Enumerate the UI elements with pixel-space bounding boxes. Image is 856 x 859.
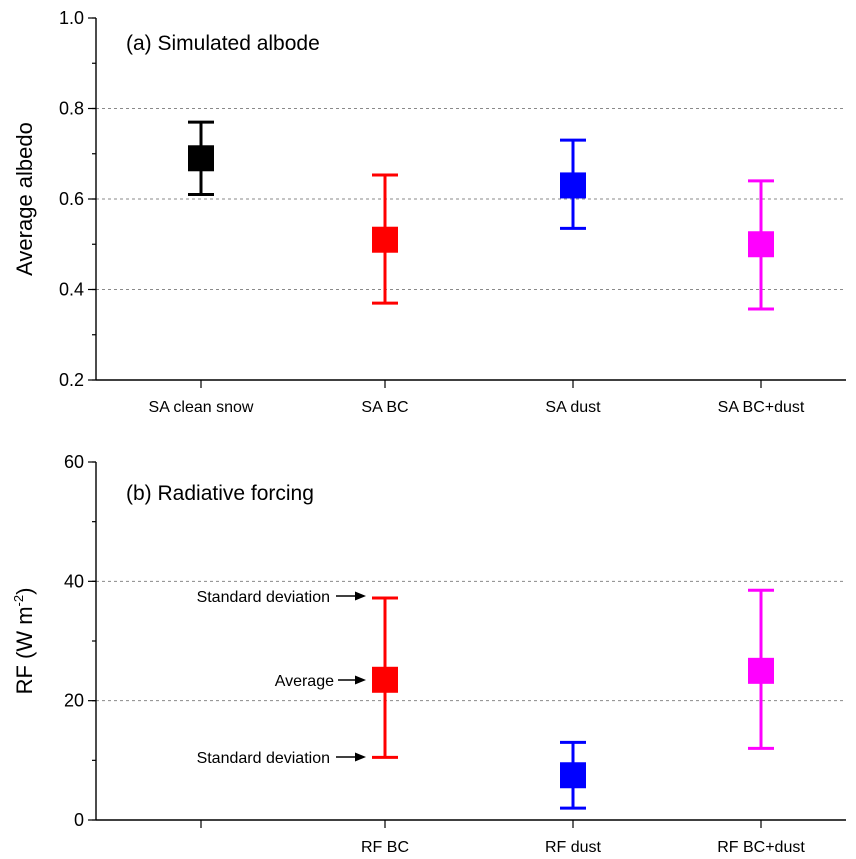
panel-b-y-axis-label: RF (W m-2)	[11, 588, 37, 695]
panel-b-radiative-forcing: 0 20 40 60 RF BC RF dust RF BC+dust (b) Radia…	[11, 452, 846, 856]
panel-a-albedo: 0.2 0.4 0.6 0.8 1.0 SA clean snow SA BC SA dus…	[12, 8, 846, 416]
panel-b-x-tick-label: RF BC+dust	[717, 839, 805, 856]
panel-a-y-ticks: 0.2 0.4 0.6 0.8 1.0	[59, 8, 96, 390]
panel-a-x-tick-label: SA dust	[545, 399, 601, 416]
panel-a-data-marks	[188, 120, 774, 311]
panel-b-mean-marker	[372, 666, 398, 693]
panel-b-y-ticks: 0 20 40 60	[64, 452, 96, 830]
panel-b-y-tick-label: 40	[64, 571, 84, 591]
panel-a-y-tick-label: 0.6	[59, 189, 84, 209]
panel-b-y-tick-label: 0	[74, 810, 84, 830]
panel-b-y-label-superscript: -2	[11, 595, 26, 607]
panel-b-annotations: Standard deviation Average Standard devi…	[197, 589, 366, 767]
panel-b-mean-marker	[748, 657, 774, 684]
panel-a-y-tick-label: 0.2	[59, 370, 84, 390]
arrow-std-lower-head	[355, 752, 366, 762]
panel-b-x-tick-label: RF BC	[361, 839, 409, 856]
panel-b-y-tick-label: 60	[64, 452, 84, 472]
panel-a-y-tick-label: 1.0	[59, 8, 84, 28]
panel-b-y-label-main: RF (W m	[12, 606, 37, 694]
panel-b-y-label-end: )	[12, 588, 37, 595]
panel-a-mean-marker	[748, 231, 774, 258]
panel-a-y-tick-label: 0.4	[59, 280, 84, 300]
panel-b-title: (b) Radiative forcing	[126, 482, 314, 505]
arrow-average-head	[355, 675, 366, 685]
annotation-std-upper: Standard deviation	[197, 589, 330, 606]
panel-a-x-tick-label: SA BC+dust	[718, 399, 805, 416]
panel-a-mean-marker	[372, 226, 398, 253]
panel-b-data-marks	[372, 588, 774, 810]
panel-a-x-tick-label: SA BC	[361, 399, 408, 416]
panel-b-mean-marker	[560, 762, 586, 789]
annotation-average: Average	[275, 673, 334, 690]
panel-b-y-tick-label: 20	[64, 691, 84, 711]
panel-a-y-tick-label: 0.8	[59, 99, 84, 119]
panel-b-x-ticks: RF BC RF dust RF BC+dust	[200, 820, 805, 856]
panel-a-title: (a) Simulated albode	[126, 32, 320, 55]
panel-a-mean-marker	[560, 172, 586, 199]
panel-a-x-tick-label: SA clean snow	[149, 399, 254, 416]
panel-b-gridlines	[96, 580, 846, 702]
panel-a-mean-marker	[188, 145, 214, 172]
panel-a-x-ticks: SA clean snow SA BC SA dust SA BC+dust	[149, 380, 805, 416]
annotation-std-lower: Standard deviation	[197, 750, 330, 767]
arrow-std-upper-head	[355, 591, 366, 601]
panel-a-y-axis-label: Average albedo	[12, 122, 37, 276]
panel-a-gridlines	[96, 108, 846, 290]
panel-b-x-tick-label: RF dust	[545, 839, 602, 856]
